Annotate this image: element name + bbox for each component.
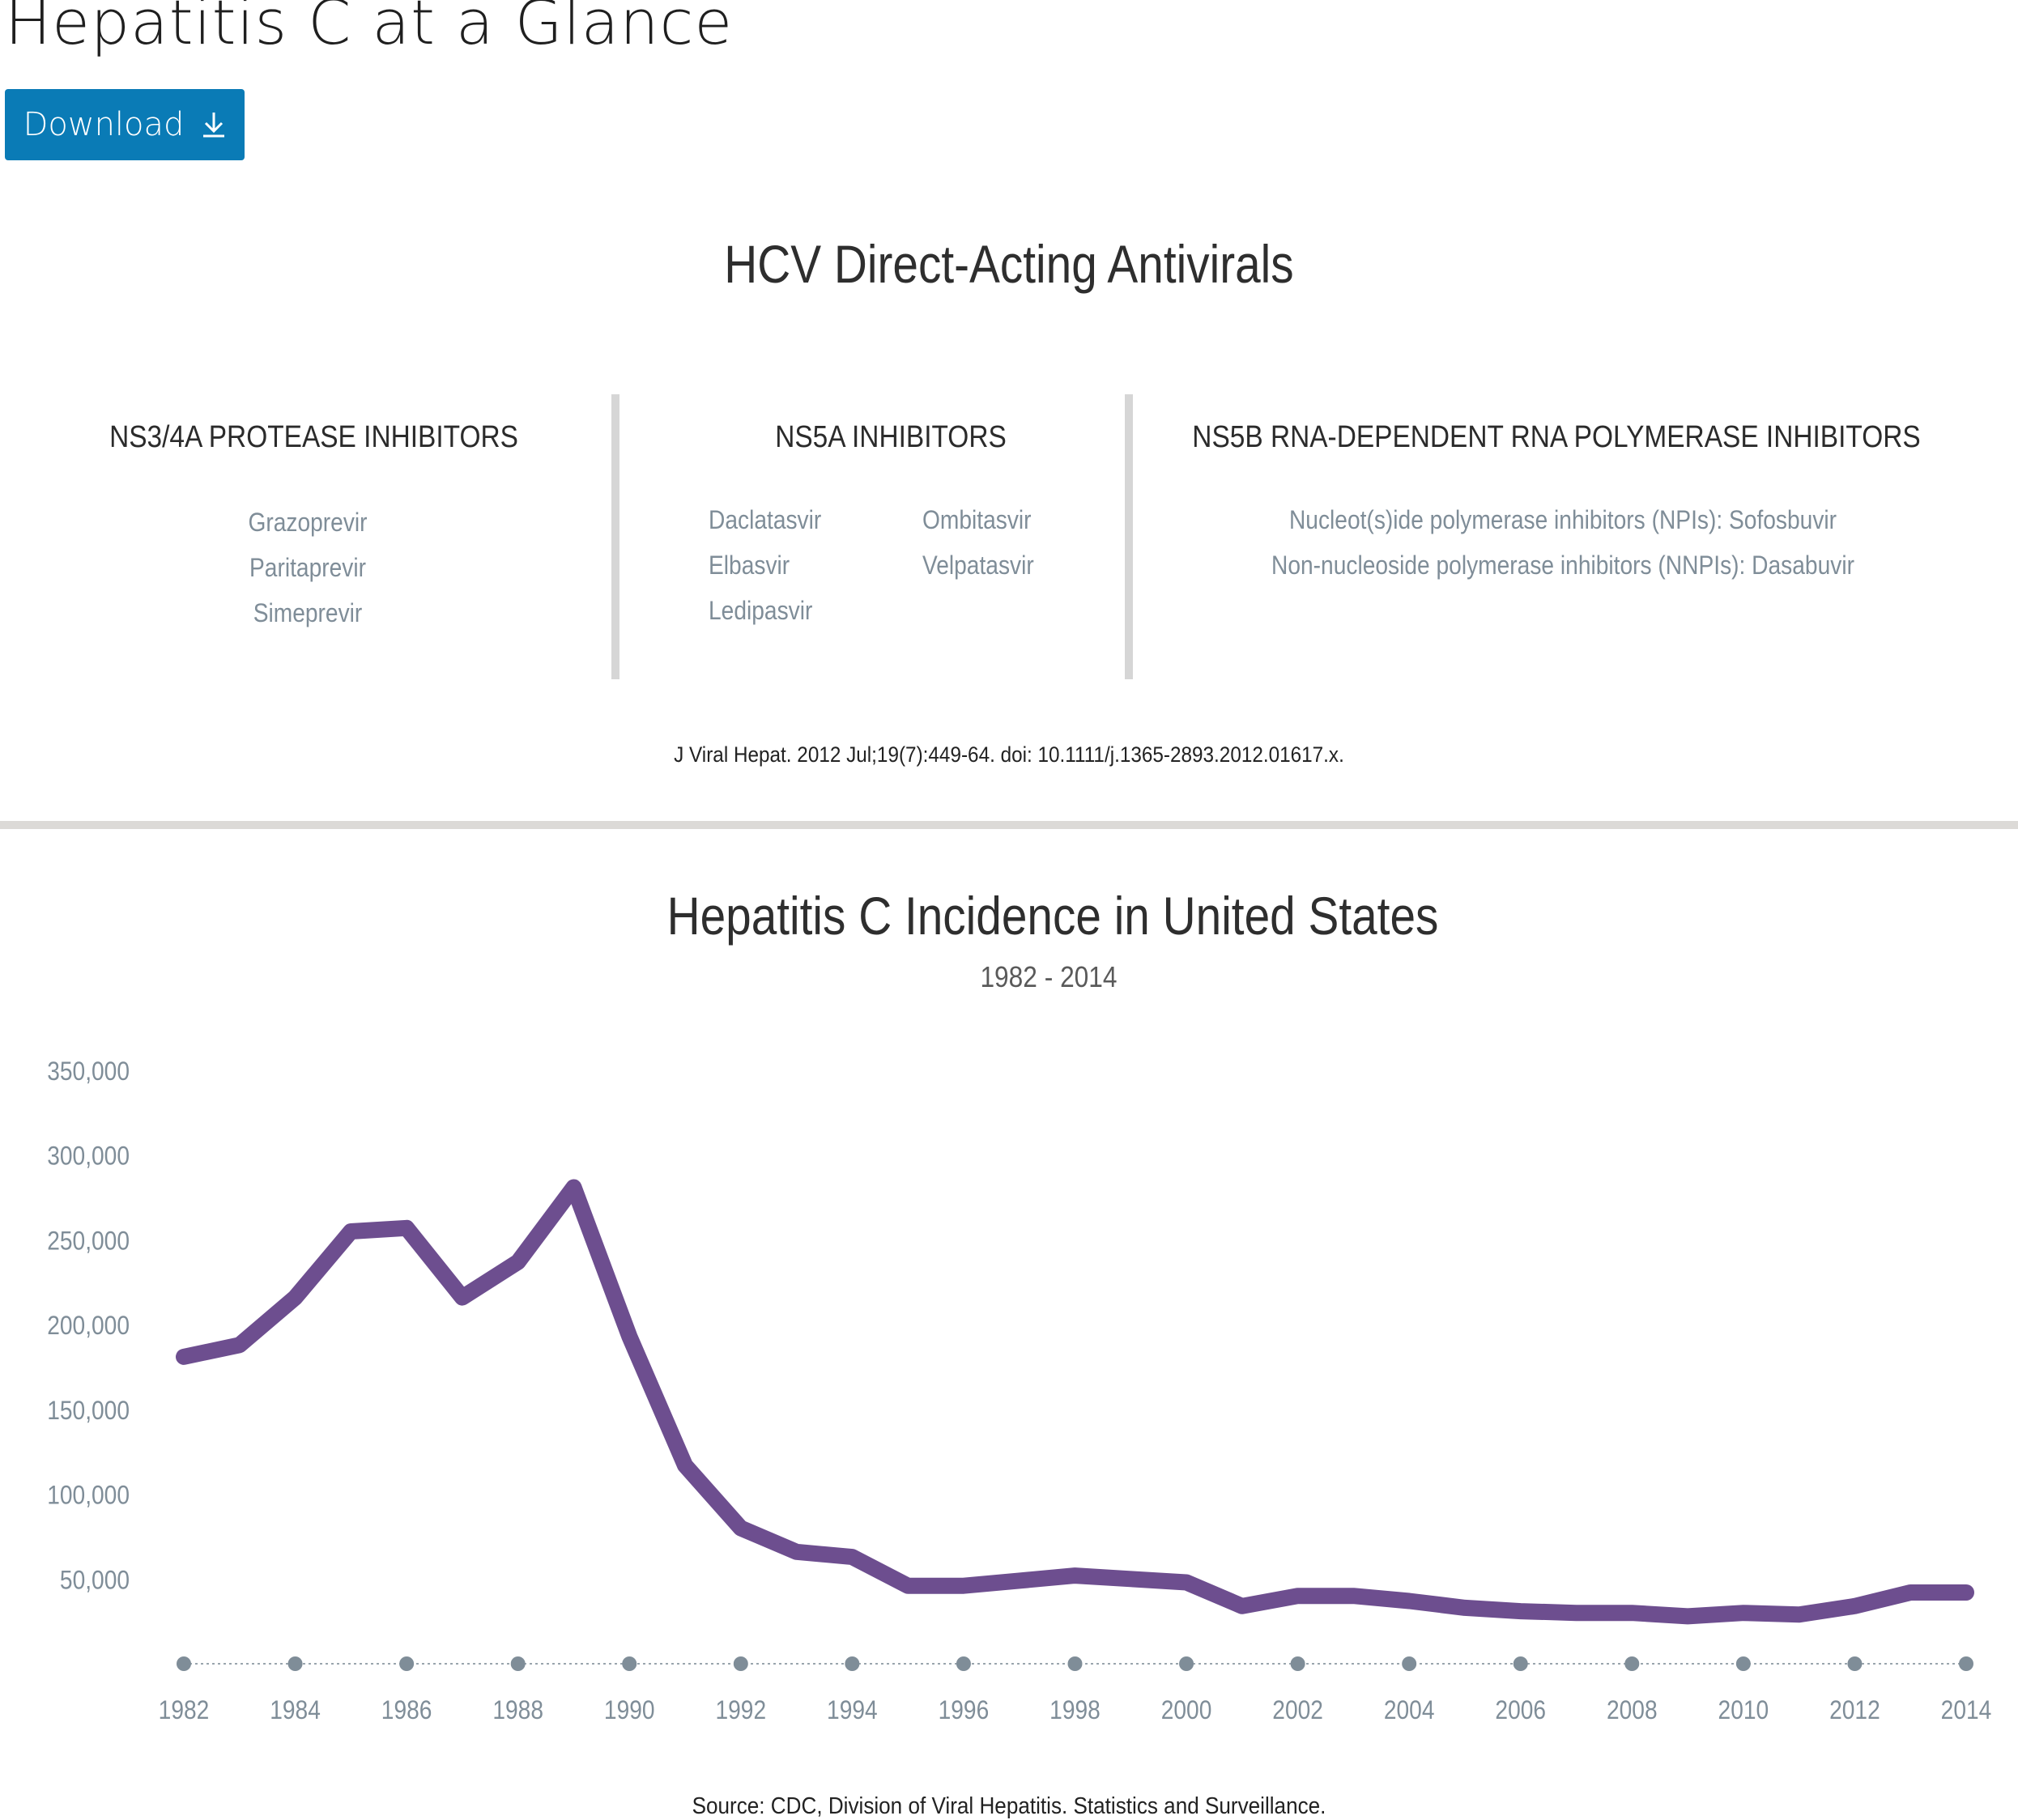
chart-subtitle: 1982 - 2014: [980, 960, 1118, 993]
x-tick-label: 1996: [939, 1696, 990, 1724]
x-tick-label: 2014: [1941, 1696, 1992, 1724]
x-tick-label: 1986: [381, 1696, 432, 1724]
drug-paritaprevir: Paritaprevir: [249, 553, 366, 582]
column-divider: [1125, 394, 1133, 679]
x-tick-label: 1990: [604, 1696, 655, 1724]
x-tick-dot: [1735, 1656, 1751, 1671]
x-tick-label: 2006: [1495, 1696, 1546, 1724]
x-tick-label: 1998: [1049, 1696, 1101, 1724]
page-title: Hepatitis C at a Glance: [5, 0, 734, 58]
x-tick-label: 2002: [1272, 1696, 1323, 1724]
y-axis: 50,000 100,000 150,000 200,000 250,000 300,00…: [47, 1057, 130, 1594]
x-tick-dot: [399, 1656, 415, 1671]
drug-velpatasvir: Velpatasvir: [922, 551, 1034, 580]
drug-ledipasvir: Ledipasvir: [709, 596, 813, 625]
x-tick-label: 1982: [159, 1696, 210, 1724]
x-tick-dot: [622, 1656, 637, 1671]
x-tick-label: 2004: [1384, 1696, 1435, 1724]
section-divider: [0, 821, 2018, 829]
x-tick-label: 2012: [1829, 1696, 1880, 1724]
ns5b-inhibitors-heading: NS5B RNA-DEPENDENT RNA POLYMERASE INHIBI…: [1192, 420, 1921, 454]
drug-sofosbuvir: Nucleot(s)ide polymerase inhibitors (NPI…: [1288, 505, 1837, 534]
y-tick-label: 50,000: [60, 1567, 130, 1595]
x-tick-label: 1988: [492, 1696, 543, 1724]
x-tick-dot: [510, 1656, 526, 1671]
plot-area: [176, 1179, 1974, 1625]
y-tick-label: 100,000: [47, 1482, 130, 1510]
incidence-series-line: [176, 1179, 1974, 1625]
download-button[interactable]: Download: [5, 89, 245, 160]
x-tick-label: 1984: [270, 1696, 321, 1724]
x-tick-dot: [733, 1656, 748, 1671]
download-icon: [202, 111, 226, 138]
x-tick-label: 2008: [1607, 1696, 1658, 1724]
incidence-chart: 50,000 100,000 150,000 200,000 250,000 300,00…: [47, 1057, 1992, 1724]
antivirals-citation: J Viral Hepat. 2012 Jul;19(7):449-64. do…: [674, 742, 1344, 767]
y-tick-label: 300,000: [47, 1142, 130, 1171]
chart-title: Hepatitis C Incidence in United States: [666, 886, 1439, 946]
x-tick-dot: [287, 1656, 303, 1671]
x-tick-dot: [956, 1656, 971, 1671]
x-tick-dot: [1290, 1656, 1305, 1671]
column-divider: [611, 394, 619, 679]
x-axis: 1982 1984 1986 1988 1990 1992 1994 1996 1998 2000…: [159, 1656, 1992, 1724]
drug-daclatasvir: Daclatasvir: [709, 505, 822, 534]
x-tick-label: 2010: [1718, 1696, 1769, 1724]
y-tick-label: 200,000: [47, 1312, 130, 1341]
protease-inhibitors-heading: NS3/4A PROTEASE INHIBITORS: [109, 420, 518, 454]
x-tick-label: 2000: [1161, 1696, 1212, 1724]
x-tick-dot: [1402, 1656, 1417, 1671]
x-tick-dot: [1847, 1656, 1863, 1671]
drug-simeprevir: Simeprevir: [253, 598, 363, 627]
download-label: Download: [23, 106, 185, 143]
ns5a-inhibitors-heading: NS5A INHIBITORS: [775, 420, 1007, 454]
x-tick-dot: [845, 1656, 860, 1671]
x-tick-dot: [1959, 1656, 1973, 1671]
x-tick-dot: [1179, 1656, 1194, 1671]
x-tick-dot: [1067, 1656, 1083, 1671]
drug-grazoprevir: Grazoprevir: [248, 508, 368, 537]
y-tick-label: 350,000: [47, 1057, 130, 1086]
chart-source: Source: CDC, Division of Viral Hepatitis…: [692, 1793, 1326, 1819]
drug-dasabuvir: Non-nucleoside polymerase inhibitors (NN…: [1271, 551, 1854, 580]
x-tick-label: 1994: [827, 1696, 878, 1724]
y-tick-label: 250,000: [47, 1227, 130, 1256]
drug-elbasvir: Elbasvir: [709, 551, 790, 580]
x-tick-dot: [1513, 1656, 1528, 1671]
drug-ombitasvir: Ombitasvir: [922, 505, 1032, 534]
antivirals-title: HCV Direct-Acting Antivirals: [724, 234, 1294, 294]
y-tick-label: 150,000: [47, 1397, 130, 1425]
x-tick-dot: [177, 1656, 191, 1671]
x-tick-label: 1992: [715, 1696, 766, 1724]
x-tick-dot: [1624, 1656, 1640, 1671]
